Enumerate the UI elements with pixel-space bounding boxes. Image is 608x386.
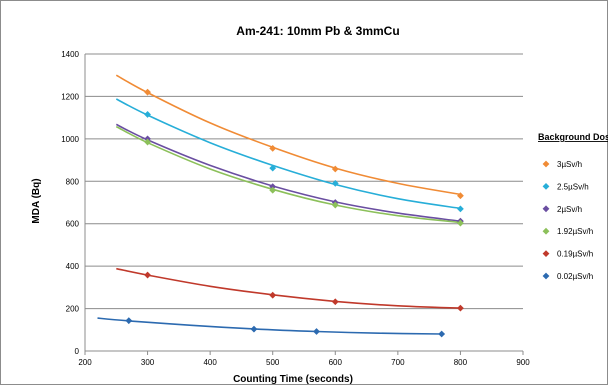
x-tick-label: 700 [391, 358, 405, 367]
data-point [125, 317, 132, 324]
y-tick-label: 800 [66, 177, 80, 186]
y-tick-label: 400 [66, 262, 80, 271]
trend-line [116, 75, 460, 194]
data-points [125, 89, 463, 338]
legend-marker [543, 161, 550, 168]
trend-line [98, 318, 442, 334]
trend-lines [98, 75, 461, 334]
legend-marker [543, 250, 550, 257]
y-tick-label: 600 [66, 220, 80, 229]
data-point [332, 298, 339, 305]
x-tick-label: 400 [203, 358, 217, 367]
legend-title: Background Dose [538, 132, 608, 142]
x-tick-label: 600 [329, 358, 343, 367]
y-tick-label: 200 [66, 305, 80, 314]
legend: Background Dose 3µSv/h 2.5µSv/h 2µSv/h 1.92… [538, 132, 608, 281]
data-point [438, 331, 445, 338]
y-tick-label: 1400 [61, 50, 79, 59]
trend-line [116, 269, 460, 308]
x-tick-label: 800 [454, 358, 468, 367]
data-point [144, 272, 151, 279]
y-tick-labels: 0 200 400 600 800 1000 1200 1400 [61, 50, 79, 356]
x-tick-label: 200 [78, 358, 92, 367]
x-axis-label: Counting Time (seconds) [233, 374, 353, 385]
data-point [457, 305, 464, 312]
legend-marker [543, 183, 550, 190]
legend-label: 0.02µSv/h [557, 272, 593, 281]
y-axis-label: MDA (Bq) [31, 178, 42, 223]
legend-marker [543, 273, 550, 280]
chart-title: Am-241: 10mm Pb & 3mmCu [236, 24, 399, 38]
x-tick-label: 300 [141, 358, 155, 367]
data-point [251, 326, 258, 333]
x-tick-label: 500 [266, 358, 280, 367]
legend-label: 2.5µSv/h [557, 182, 589, 191]
legend-label: 3µSv/h [557, 160, 582, 169]
axes [85, 54, 523, 355]
legend-label: 2µSv/h [557, 205, 582, 214]
legend-label: 0.19µSv/h [557, 250, 593, 259]
legend-items: 3µSv/h 2.5µSv/h 2µSv/h 1.92µSv/h 0.19µSv/h 0.… [543, 160, 594, 281]
y-tick-label: 1000 [61, 135, 79, 144]
y-tick-label: 0 [75, 347, 80, 356]
data-point [269, 292, 276, 299]
data-point [457, 205, 464, 212]
legend-label: 1.92µSv/h [557, 227, 593, 236]
y-tick-label: 1200 [61, 92, 79, 101]
x-tick-labels: 200 300 400 500 600 700 800 900 [78, 358, 530, 367]
legend-marker [543, 205, 550, 212]
data-point [313, 328, 320, 335]
trend-line [116, 127, 460, 223]
legend-marker [543, 228, 550, 235]
x-tick-label: 900 [516, 358, 530, 367]
